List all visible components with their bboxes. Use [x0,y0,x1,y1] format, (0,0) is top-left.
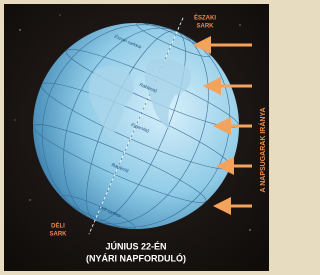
south-pole-label: DÉLI [51,222,65,230]
caption: JÚNIUS 22-ÉN [105,240,166,251]
north-pole-label: ÉSZAKI [194,14,216,22]
south-pole-label: SARK [49,232,67,238]
illustration: Északi sarkkörRáktérítőEgyenlítőBaktérít… [0,0,273,275]
north-pole-label: SARK [196,24,214,30]
rays-label: A NAPSUGARAK IRÁNYA [258,107,267,192]
caption: (NYÁRI NAPFORDULÓ) [86,252,186,263]
